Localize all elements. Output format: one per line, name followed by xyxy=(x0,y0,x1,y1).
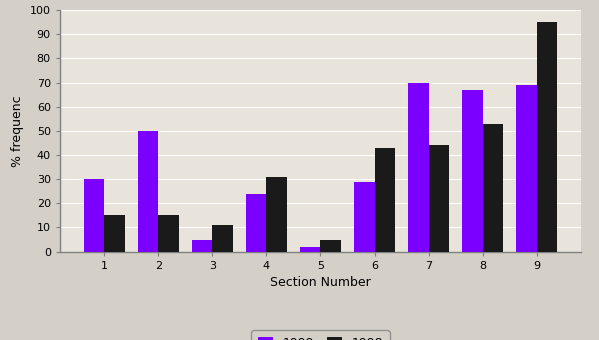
Bar xyxy=(246,194,267,252)
Bar xyxy=(212,225,233,252)
Y-axis label: % frequenc: % frequenc xyxy=(11,95,25,167)
Bar xyxy=(483,124,503,252)
Bar xyxy=(374,148,395,252)
Bar xyxy=(84,179,104,252)
Bar xyxy=(192,239,212,252)
X-axis label: Section Number: Section Number xyxy=(270,276,371,289)
Bar xyxy=(354,182,374,252)
Bar xyxy=(537,22,557,252)
Bar xyxy=(408,83,429,252)
Bar xyxy=(300,247,320,252)
Bar xyxy=(138,131,158,252)
Legend: 1999, 1998: 1999, 1998 xyxy=(252,330,389,340)
Bar xyxy=(104,216,125,252)
Bar xyxy=(158,216,179,252)
Bar xyxy=(320,239,341,252)
Bar xyxy=(429,146,449,252)
Bar xyxy=(267,177,287,252)
Bar xyxy=(462,90,483,252)
Bar xyxy=(516,85,537,252)
